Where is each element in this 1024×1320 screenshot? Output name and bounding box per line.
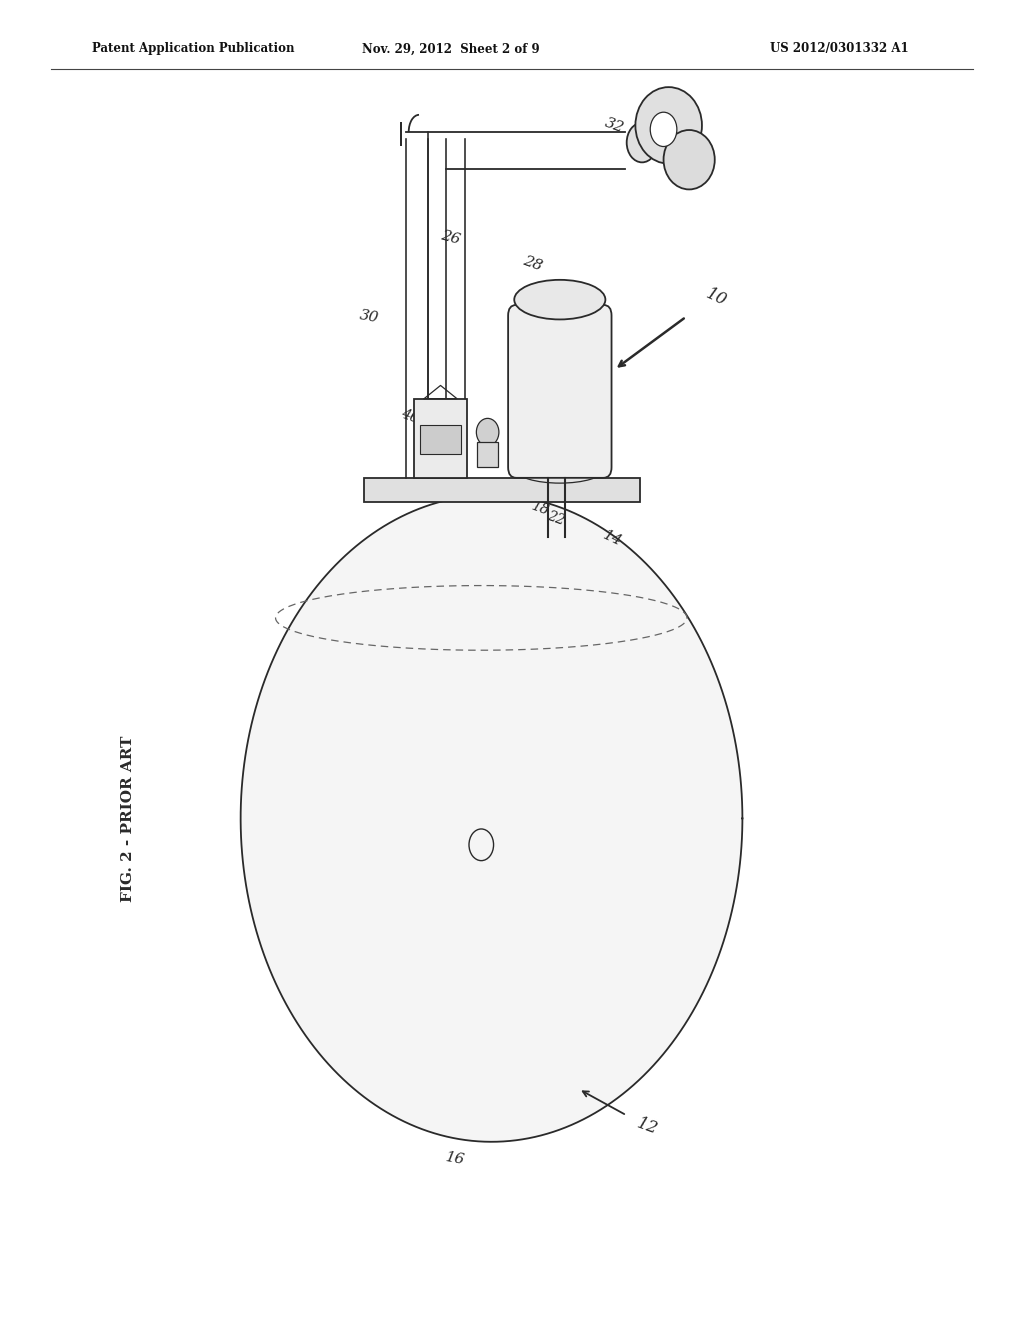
Text: 22: 22 xyxy=(546,510,566,528)
Text: FIG. 2 - PRIOR ART: FIG. 2 - PRIOR ART xyxy=(121,735,135,902)
Ellipse shape xyxy=(664,131,715,190)
Ellipse shape xyxy=(476,418,499,446)
Ellipse shape xyxy=(516,457,603,483)
Text: Patent Application Publication: Patent Application Publication xyxy=(92,42,295,55)
Text: 32: 32 xyxy=(603,115,626,136)
Text: 16: 16 xyxy=(444,1150,467,1168)
Text: 20: 20 xyxy=(550,392,569,407)
Text: Nov. 29, 2012  Sheet 2 of 9: Nov. 29, 2012 Sheet 2 of 9 xyxy=(361,42,540,55)
Text: 26: 26 xyxy=(439,228,462,247)
Text: 14: 14 xyxy=(600,528,625,549)
Polygon shape xyxy=(241,495,742,1142)
Text: 46: 46 xyxy=(399,407,420,425)
Text: 12: 12 xyxy=(634,1114,660,1138)
FancyBboxPatch shape xyxy=(414,399,467,478)
FancyBboxPatch shape xyxy=(508,305,611,478)
FancyBboxPatch shape xyxy=(364,478,640,502)
Text: 18: 18 xyxy=(529,499,550,517)
Text: US 2012/0301332 A1: US 2012/0301332 A1 xyxy=(770,42,909,55)
Text: 30: 30 xyxy=(357,308,380,326)
Ellipse shape xyxy=(627,123,657,162)
FancyBboxPatch shape xyxy=(420,425,461,454)
Text: 28: 28 xyxy=(521,253,544,275)
Ellipse shape xyxy=(635,87,702,164)
Circle shape xyxy=(650,112,677,147)
FancyBboxPatch shape xyxy=(477,442,498,467)
Ellipse shape xyxy=(514,280,605,319)
Text: 10: 10 xyxy=(703,285,730,309)
